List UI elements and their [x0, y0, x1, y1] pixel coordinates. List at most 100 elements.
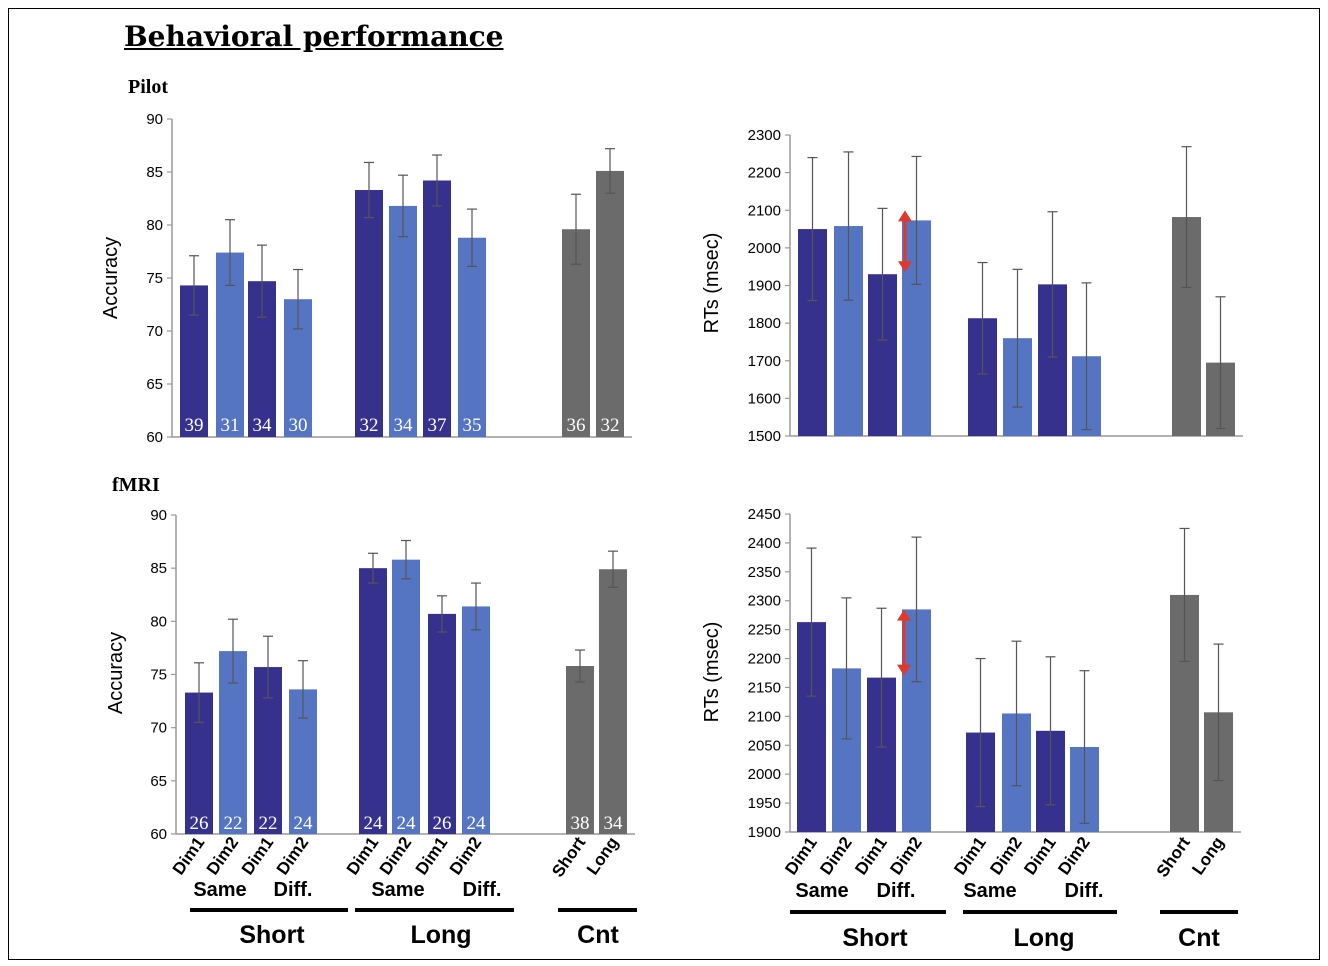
bar: [359, 568, 387, 834]
bar-category-label: Dim2: [446, 833, 485, 878]
arrow-head-up: [898, 210, 912, 222]
y-tick-label: 65: [150, 773, 167, 790]
y-tick-label: 2150: [748, 679, 781, 696]
bar-category-label: Dim1: [412, 833, 451, 878]
bar-count-label: 34: [253, 415, 273, 436]
bar-category-label: Dim2: [273, 833, 312, 878]
pilot-accuracy-chart: 60 65 70 75 80 85 90 Accuracy 39 31 34 30 32 34 37 35 36…: [100, 111, 632, 446]
group-label: Short: [239, 921, 305, 949]
bar-category-label: Dim1: [169, 833, 208, 878]
y-tick-label: 2250: [748, 622, 781, 639]
bar-count-label: 37: [428, 415, 447, 436]
subgroup-label: Diff.: [463, 879, 502, 901]
arrow-head-down: [898, 261, 912, 273]
bar: [596, 170, 624, 437]
bar-count-label: 32: [360, 415, 379, 436]
y-tick-label: 2050: [748, 737, 781, 754]
y-tick-label: 80: [146, 217, 163, 234]
y-tick-label: 2450: [748, 506, 781, 523]
bar-count-label: 26: [190, 813, 209, 834]
bar-count-label: 39: [185, 415, 204, 436]
bar-count-label: 32: [601, 415, 620, 436]
y-tick-label: 60: [146, 429, 163, 446]
subgroup-label: Diff.: [877, 880, 916, 902]
y-tick-label: 1950: [748, 795, 781, 812]
bar-count-label: 22: [259, 813, 278, 834]
y-tick-label: 2200: [748, 651, 781, 668]
bar-category-label: Dim2: [376, 833, 415, 878]
y-axis-label: RTs (msec): [701, 622, 723, 723]
row-label-fmri: fMRI: [112, 474, 160, 496]
figure-frame: [8, 8, 1320, 960]
y-tick-label: 1500: [748, 428, 781, 445]
bar-category-label: Dim1: [851, 833, 890, 878]
group-label: Long: [1013, 924, 1074, 952]
y-tick-label: 2000: [748, 240, 781, 257]
y-axis-label: Accuracy: [100, 237, 122, 319]
bar: [458, 237, 486, 437]
fmri-rt-chart: 1900 1950 2000 2050 2100 2150 2200 2250 2300 2350…: [701, 506, 1241, 841]
bar-category-label: Dim2: [986, 833, 1025, 878]
group-label: Short: [842, 924, 908, 952]
bar-count-label: 34: [604, 813, 624, 834]
bar-count-label: 31: [221, 415, 240, 436]
bar-count-label: 36: [567, 415, 586, 436]
bar: [599, 569, 627, 834]
y-tick-label: 2100: [748, 708, 781, 725]
subgroup-label: Same: [371, 879, 424, 901]
y-tick-label: 80: [150, 613, 167, 630]
bar-category-label: Dim2: [203, 833, 242, 878]
bar: [423, 180, 451, 438]
y-tick-label: 85: [150, 560, 167, 577]
bar-count-label: 26: [433, 813, 452, 834]
bar-category-label: Dim2: [886, 833, 925, 878]
y-tick-label: 1900: [748, 278, 781, 295]
bar: [566, 665, 594, 834]
y-tick-label: 2200: [748, 165, 781, 182]
y-tick-label: 2350: [748, 564, 781, 581]
group-label: Cnt: [1178, 924, 1220, 952]
figure-title: Behavioral performance: [124, 20, 504, 53]
bar-category-label: Dim2: [816, 833, 855, 878]
bar-count-label: 22: [224, 813, 243, 834]
y-tick-label: 2300: [748, 593, 781, 610]
bar: [428, 613, 456, 834]
bar-category-label: Short: [548, 833, 589, 881]
y-tick-label: 70: [150, 720, 167, 737]
bar-category-label: Dim1: [343, 833, 382, 878]
bar-category-label: Long: [1188, 833, 1227, 878]
y-tick-label: 2000: [748, 766, 781, 783]
fmri-accuracy-chart: 60 65 70 75 80 85 90 Accuracy 26 22 22 24 24 24 26 24 38…: [105, 507, 635, 843]
y-axis-label: RTs (msec): [701, 233, 723, 334]
y-tick-label: 60: [150, 826, 167, 843]
bar-category-label: Dim1: [1020, 833, 1059, 878]
y-tick-label: 2400: [748, 535, 781, 552]
bar-count-label: 35: [463, 415, 482, 436]
arrow-head-up: [897, 609, 911, 621]
y-tick-label: 65: [146, 376, 163, 393]
bar: [355, 190, 383, 437]
bar: [392, 559, 420, 834]
y-tick-label: 1600: [748, 390, 781, 407]
bar-category-label: Dim1: [950, 833, 989, 878]
bar-category-label: Dim1: [781, 833, 820, 878]
bar-count-label: 30: [289, 415, 308, 436]
subgroup-label: Same: [963, 880, 1016, 902]
subgroup-label: Same: [193, 879, 246, 901]
arrow-head-down: [897, 664, 911, 676]
subgroup-label: Same: [795, 880, 848, 902]
bar-count-label: 24: [364, 813, 384, 834]
y-tick-label: 90: [146, 111, 163, 128]
bar-count-label: 34: [394, 415, 414, 436]
bar: [389, 205, 417, 437]
group-label: Long: [410, 921, 471, 949]
row-label-pilot: Pilot: [128, 76, 168, 98]
bar-category-label: Dim2: [1054, 833, 1093, 878]
y-tick-label: 75: [150, 667, 167, 684]
bar-count-label: 24: [397, 813, 417, 834]
bar-category-label: Dim1: [238, 833, 277, 878]
subgroup-label: Diff.: [1065, 880, 1104, 902]
pilot-rt-chart: 1500 1600 1700 1800 1900 2000 2100 2200 2300 RTs …: [701, 127, 1243, 445]
